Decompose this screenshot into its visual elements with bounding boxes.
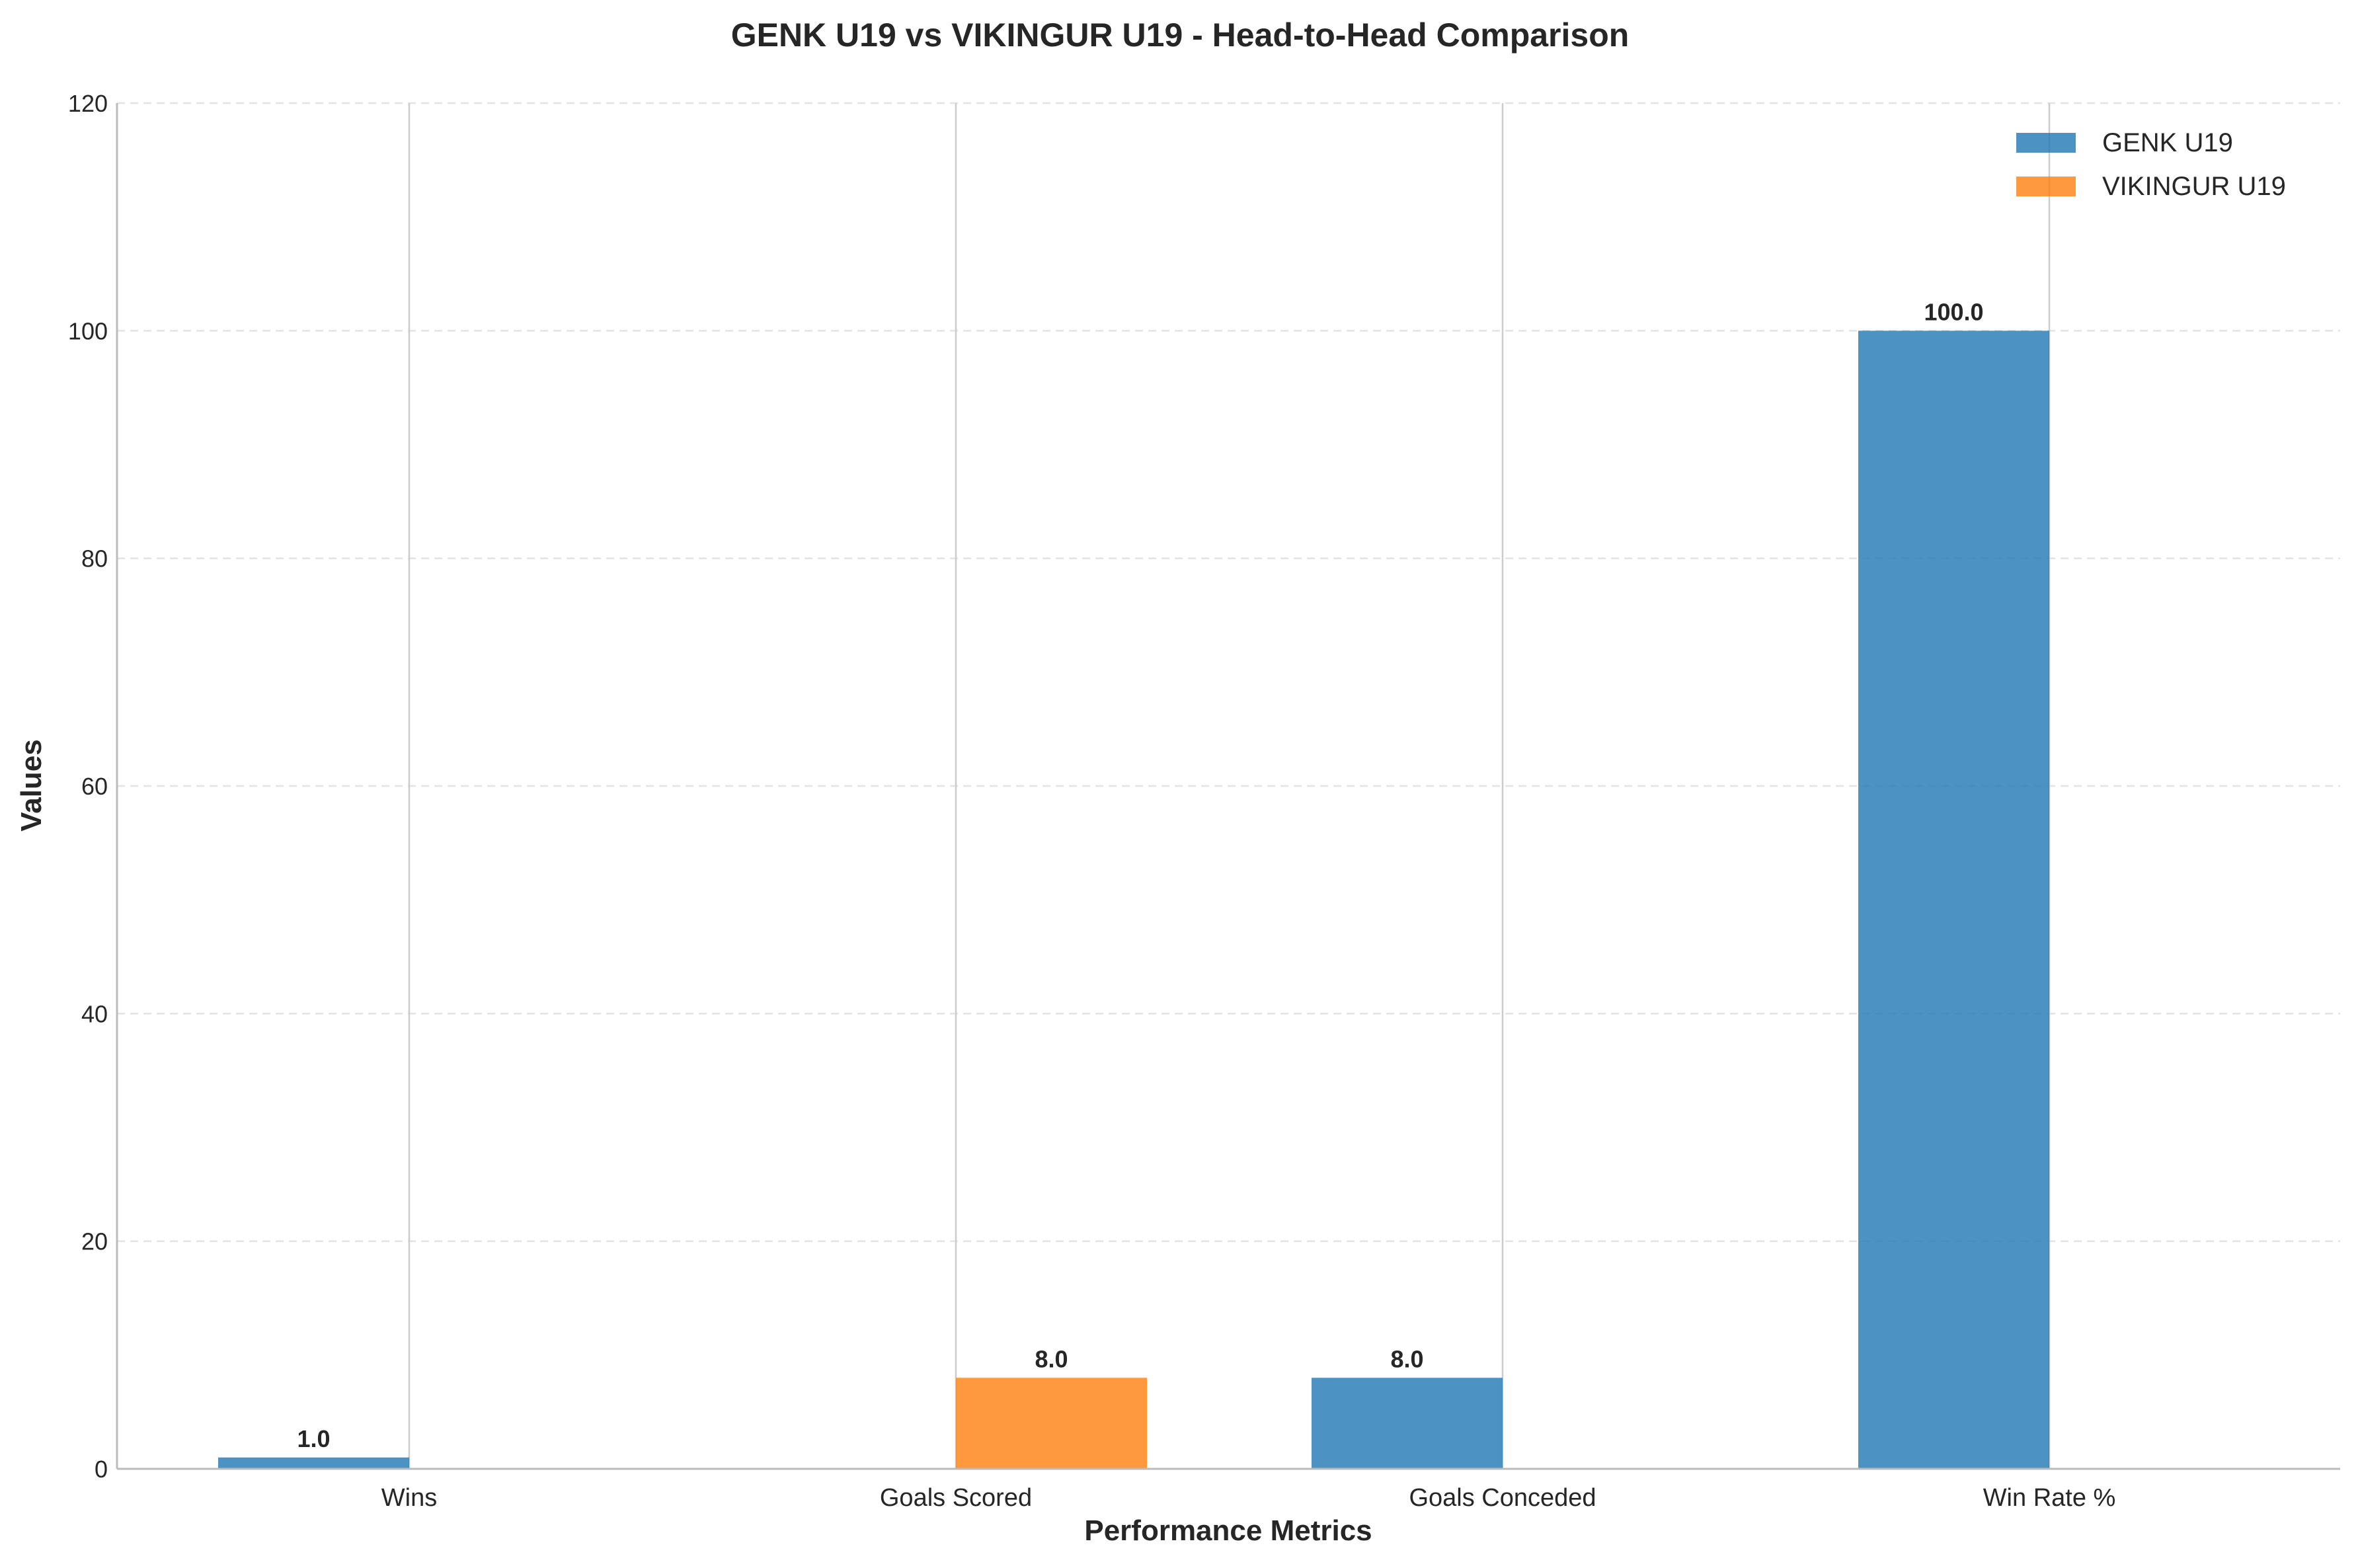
bars (218, 331, 2049, 1469)
x-tick-label: Goals Conceded (1409, 1484, 1596, 1512)
y-tick-label: 60 (81, 773, 108, 800)
y-tick-label: 20 (81, 1228, 108, 1255)
x-axis-title: Performance Metrics (1084, 1514, 1372, 1547)
value-label: 8.0 (1390, 1345, 1423, 1372)
bar (1858, 331, 2049, 1469)
axes (116, 103, 2340, 1470)
value-labels: 1.0 8.0 100.0 8.0 (297, 298, 1983, 1452)
x-tick-label: Win Rate % (1983, 1484, 2116, 1512)
y-tick-labels: 0 20 40 60 80 100 120 (68, 90, 108, 1483)
bar (1312, 1378, 1503, 1469)
x-tick-label: Goals Scored (880, 1484, 1032, 1512)
y-tick-label: 0 (95, 1456, 108, 1483)
value-label: 1.0 (297, 1425, 330, 1452)
legend-label: GENK U19 (2102, 128, 2233, 157)
legend-swatch (2016, 176, 2076, 196)
y-axis-title: Values (15, 739, 48, 831)
legend-label: VIKINGUR U19 (2102, 172, 2286, 201)
value-label: 8.0 (1035, 1345, 1068, 1372)
legend: GENK U19 VIKINGUR U19 (2016, 128, 2286, 201)
x-tick-label: Wins (381, 1484, 437, 1512)
y-tick-label: 80 (81, 545, 108, 572)
legend-swatch (2016, 133, 2076, 153)
value-label: 100.0 (1924, 298, 1983, 325)
chart-title: GENK U19 vs VIKINGUR U19 - Head-to-Head … (731, 17, 1630, 54)
y-tick-label: 100 (68, 317, 108, 344)
bar (956, 1378, 1147, 1469)
x-tick-labels: Wins Goals Scored Goals Conceded Win Rate % (381, 1484, 2116, 1512)
bar (218, 1457, 409, 1469)
y-tick-label: 120 (68, 90, 108, 117)
y-tick-label: 40 (81, 1000, 108, 1027)
